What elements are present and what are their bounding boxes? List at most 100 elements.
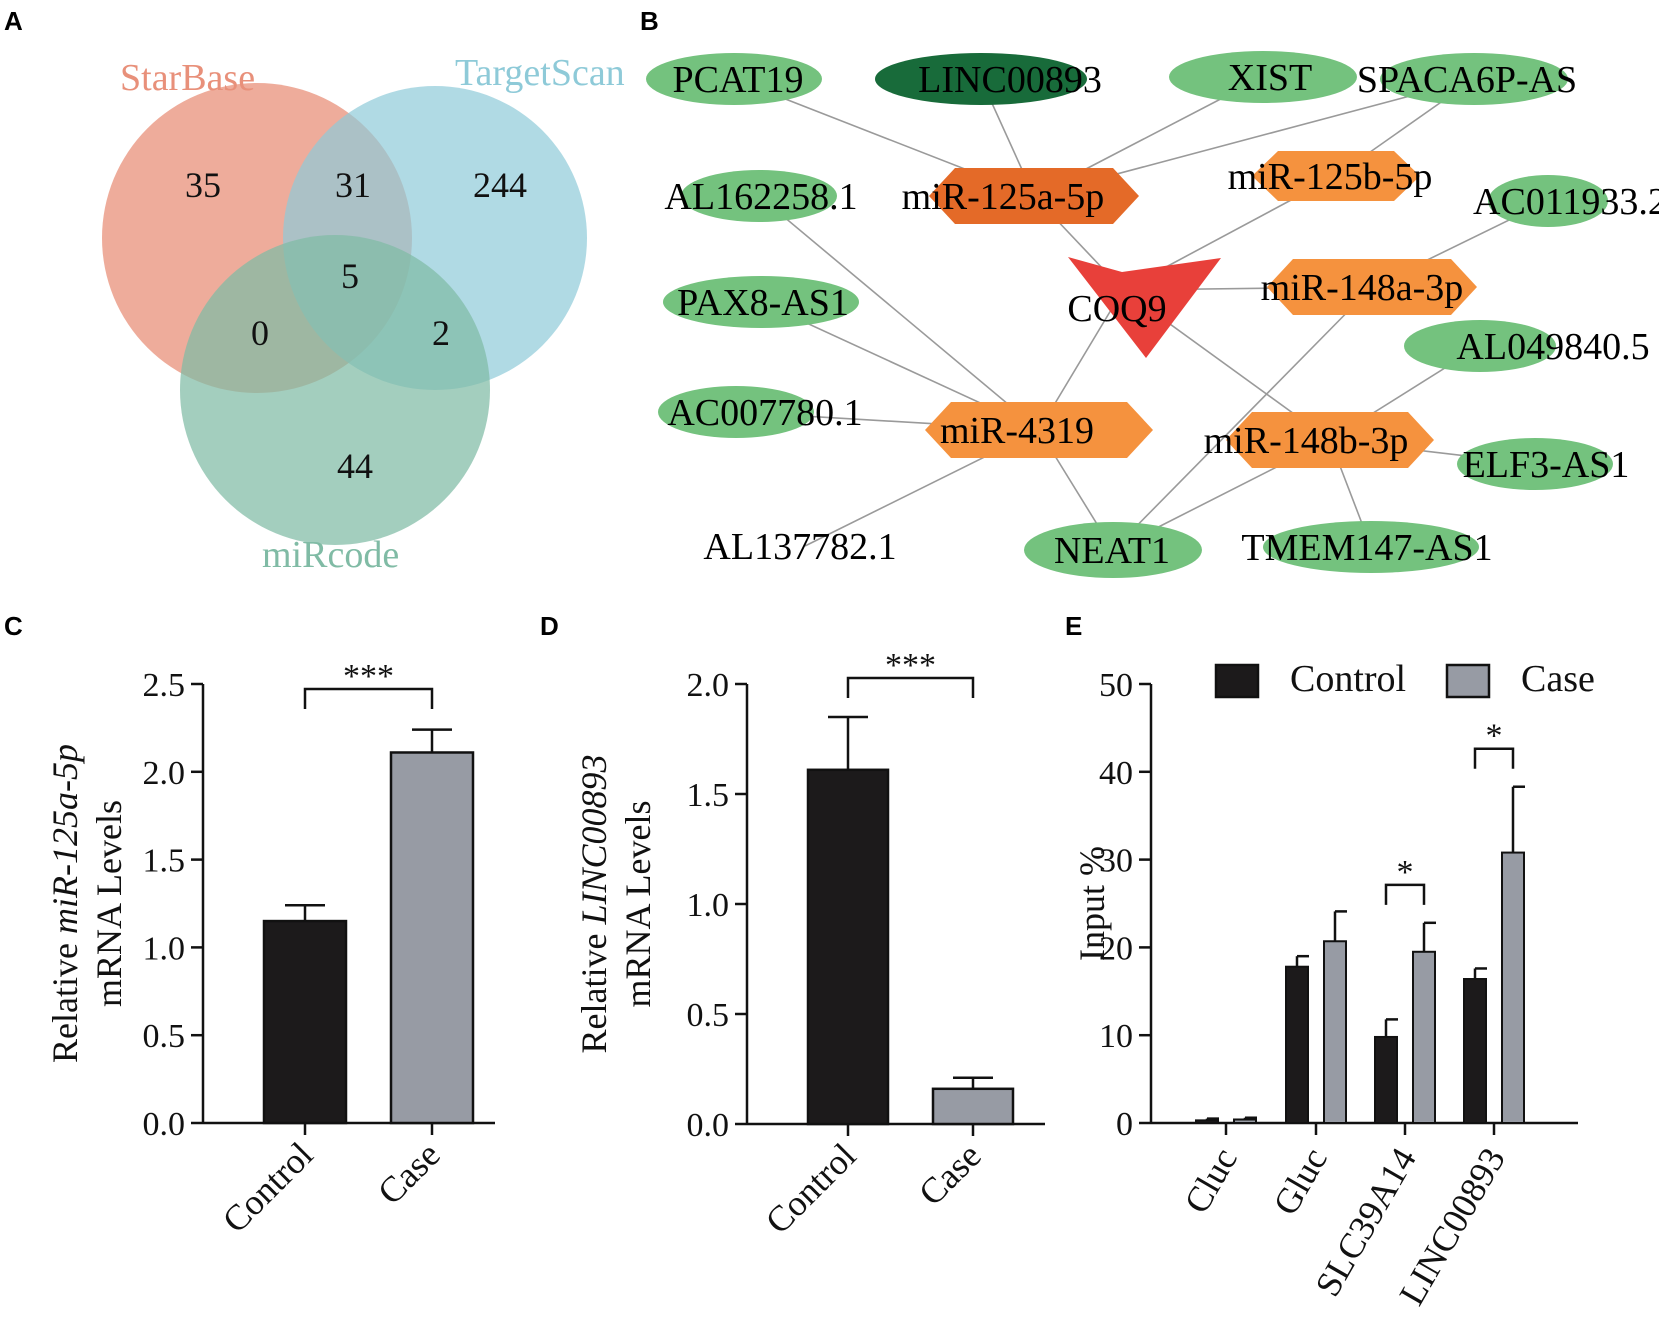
chart-e-legend-swatch-control	[1214, 663, 1260, 699]
chart-d-ylabel-line2: mRNA Levels	[618, 801, 658, 1008]
venn-count-mircode-only: 44	[337, 446, 373, 486]
venn-label-targetscan: TargetScan	[455, 52, 625, 94]
node-shape-mir-125a-5p	[929, 168, 1139, 224]
chart-e-ylabel: Input %	[1072, 846, 1112, 961]
chart-c-ytick-label-0: 0.0	[143, 1106, 186, 1143]
node-shape-mir-125b-5p	[1252, 151, 1420, 201]
chart-e-xtick-label-cluc: Cluc	[1176, 1141, 1245, 1220]
chart-e-bar-cluc-case	[1233, 1118, 1257, 1125]
chart-e-bar-cluc-control	[1195, 1119, 1219, 1124]
node-label-mir-4319: miR-4319	[940, 410, 1094, 452]
node-shape-mir-4319	[925, 402, 1153, 458]
node-shape-mir-148b-3p	[1226, 412, 1434, 468]
chart-d-ytick-label-0: 0.0	[687, 1107, 730, 1144]
chart-d-ytick-label-2: 1.0	[687, 887, 730, 924]
node-shape-pcat19	[646, 53, 822, 105]
node-label-mir-125b-5p: miR-125b-5p	[1228, 156, 1433, 198]
venn-count-starbase-mircode: 0	[251, 313, 269, 353]
node-label-mir-148a-3p: miR-148a-3p	[1261, 267, 1464, 309]
node-label-coq9: COQ9	[1067, 288, 1166, 330]
venn-label-starbase: StarBase	[120, 57, 255, 99]
chart-d-ytick-label-1: 0.5	[687, 997, 730, 1034]
chart-c-significance-bracket	[303, 687, 434, 709]
node-label-mir-148b-3p: miR-148b-3p	[1204, 420, 1409, 462]
chart-c-ytick-label-2: 1.0	[143, 930, 186, 967]
panel-label-d: D	[540, 611, 559, 641]
chart-e-legend-label-control: Control	[1290, 658, 1406, 700]
node-label-neat1: NEAT1	[1054, 530, 1170, 572]
venn-diagram: A StarBase TargetScan miRcode 35 31 244 …	[4, 6, 625, 576]
venn-label-mircode: miRcode	[262, 534, 399, 576]
node-shape-al049840-5	[1404, 320, 1556, 372]
chart-c-ytick-label-5: 2.5	[143, 667, 186, 704]
chart-e-ytick-label-1: 10	[1099, 1018, 1133, 1055]
node-shape-spaca6p-as	[1380, 53, 1568, 105]
node-label-pcat19: PCAT19	[673, 59, 804, 101]
chart-d-xtick-label-control: Control	[758, 1135, 864, 1241]
panel-label-b: B	[640, 6, 659, 36]
chart-c-xtick-label-control: Control	[215, 1134, 321, 1240]
chart-c-ylabel: Relative miR-125a-5p mRNA Levels	[45, 744, 129, 1063]
panel-label-c: C	[4, 611, 23, 641]
chart-e-significance-bracket-slc39a14	[1384, 883, 1426, 905]
chart-c-ytick-label-3: 1.5	[143, 843, 186, 880]
network-node-shapes	[646, 51, 1613, 578]
chart-d-ytick-label-4: 2.0	[687, 667, 730, 704]
chart-d-ylabel-gene: LINC00893	[574, 755, 614, 926]
chart-e-bar-linc00893-case	[1501, 851, 1525, 1124]
chart-c-ytick-label-1: 0.5	[143, 1018, 186, 1055]
chart-e-bar-gluc-control	[1285, 965, 1309, 1124]
network-edge-al162258-1-mir-4319	[758, 195, 1040, 431]
chart-c-ylabel-line2: mRNA Levels	[89, 800, 129, 1007]
node-label-al162258-1: AL162258.1	[664, 176, 857, 218]
chart-e-ytick-label-5: 50	[1099, 667, 1133, 704]
chart-d-bar-control	[806, 768, 890, 1126]
chart-c-ylabel-prefix: Relative	[45, 934, 85, 1063]
chart-e-significance-label-slc39a14: *	[1397, 854, 1414, 891]
chart-d-ylabel-prefix: Relative	[574, 925, 614, 1054]
chart-e-ytick-label-4: 40	[1099, 755, 1133, 792]
node-label-mir-125a-5p: miR-125a-5p	[902, 176, 1105, 218]
node-label-spaca6p-as: SPACA6P-AS	[1357, 59, 1577, 101]
chart-d-plot: 0.0 0.5 1.0 1.5 2.0 Control Case *** Relative LI…	[574, 647, 1045, 1241]
venn-circle-mircode	[180, 235, 490, 545]
node-shape-ac007780-1	[658, 386, 814, 438]
venn-count-targetscan-only: 244	[473, 165, 527, 205]
chart-d: D 0.0 0.5 1.0 1.5 2.0 Control Case *** Relative …	[540, 611, 1045, 1241]
chart-e-ytick-label-3: 30	[1099, 843, 1133, 880]
node-label-al049840-5: AL049840.5	[1456, 326, 1649, 368]
venn-count-starbase-targetscan: 31	[335, 165, 371, 205]
chart-d-significance-bracket	[846, 676, 975, 698]
node-shape-xist	[1169, 51, 1357, 103]
chart-e-xtick-label-gluc: Gluc	[1265, 1141, 1335, 1222]
chart-c-xtick-label-case: Case	[370, 1134, 448, 1212]
network-node-labels: PCAT19 LINC00893 XIST SPACA6P-AS AL162258.1 m…	[664, 57, 1659, 572]
node-shape-al162258-1	[681, 170, 837, 222]
node-label-pax8-as1: PAX8-AS1	[677, 282, 849, 324]
chart-e-bar-slc39a14-case	[1412, 950, 1436, 1124]
chart-c-bar-control	[262, 919, 348, 1125]
chart-c-ylabel-line1: Relative miR-125a-5p	[45, 744, 85, 1063]
chart-c-plot: 0.0 0.5 1.0 1.5 2.0 2.5 Control Case *** Relative…	[45, 658, 495, 1240]
chart-e-ytick-label-0: 0	[1116, 1106, 1133, 1143]
venn-count-all-three: 5	[341, 256, 359, 296]
network-edge-neat1-mir-148a-3p	[1112, 286, 1373, 551]
chart-e-legend-swatch-case	[1445, 663, 1491, 699]
node-shape-coq9	[1068, 257, 1221, 358]
chart-d-bar-case	[931, 1087, 1015, 1126]
panel-label-e: E	[1065, 611, 1082, 641]
panel-label-a: A	[4, 6, 23, 36]
venn-count-targetscan-mircode: 2	[432, 313, 450, 353]
chart-d-significance-label: ***	[885, 647, 936, 684]
chart-c-ytick-label-4: 2.0	[143, 755, 186, 792]
node-label-ac007780-1: AC007780.1	[667, 392, 862, 434]
chart-c: C 0.0 0.5 1.0 1.5 2.0 2.5 Control Case *** Relati…	[4, 611, 495, 1240]
chart-d-xtick-label-case: Case	[911, 1135, 989, 1213]
node-shape-neat1	[1024, 522, 1202, 578]
venn-count-starbase-only: 35	[185, 165, 221, 205]
network-diagram: B PCAT19 LINC00893 XIST SPACA6P-AS AL162258.…	[640, 6, 1659, 578]
node-label-ac011933-2: AC011933.2	[1473, 181, 1659, 223]
node-shape-ac011933-2	[1488, 175, 1608, 227]
